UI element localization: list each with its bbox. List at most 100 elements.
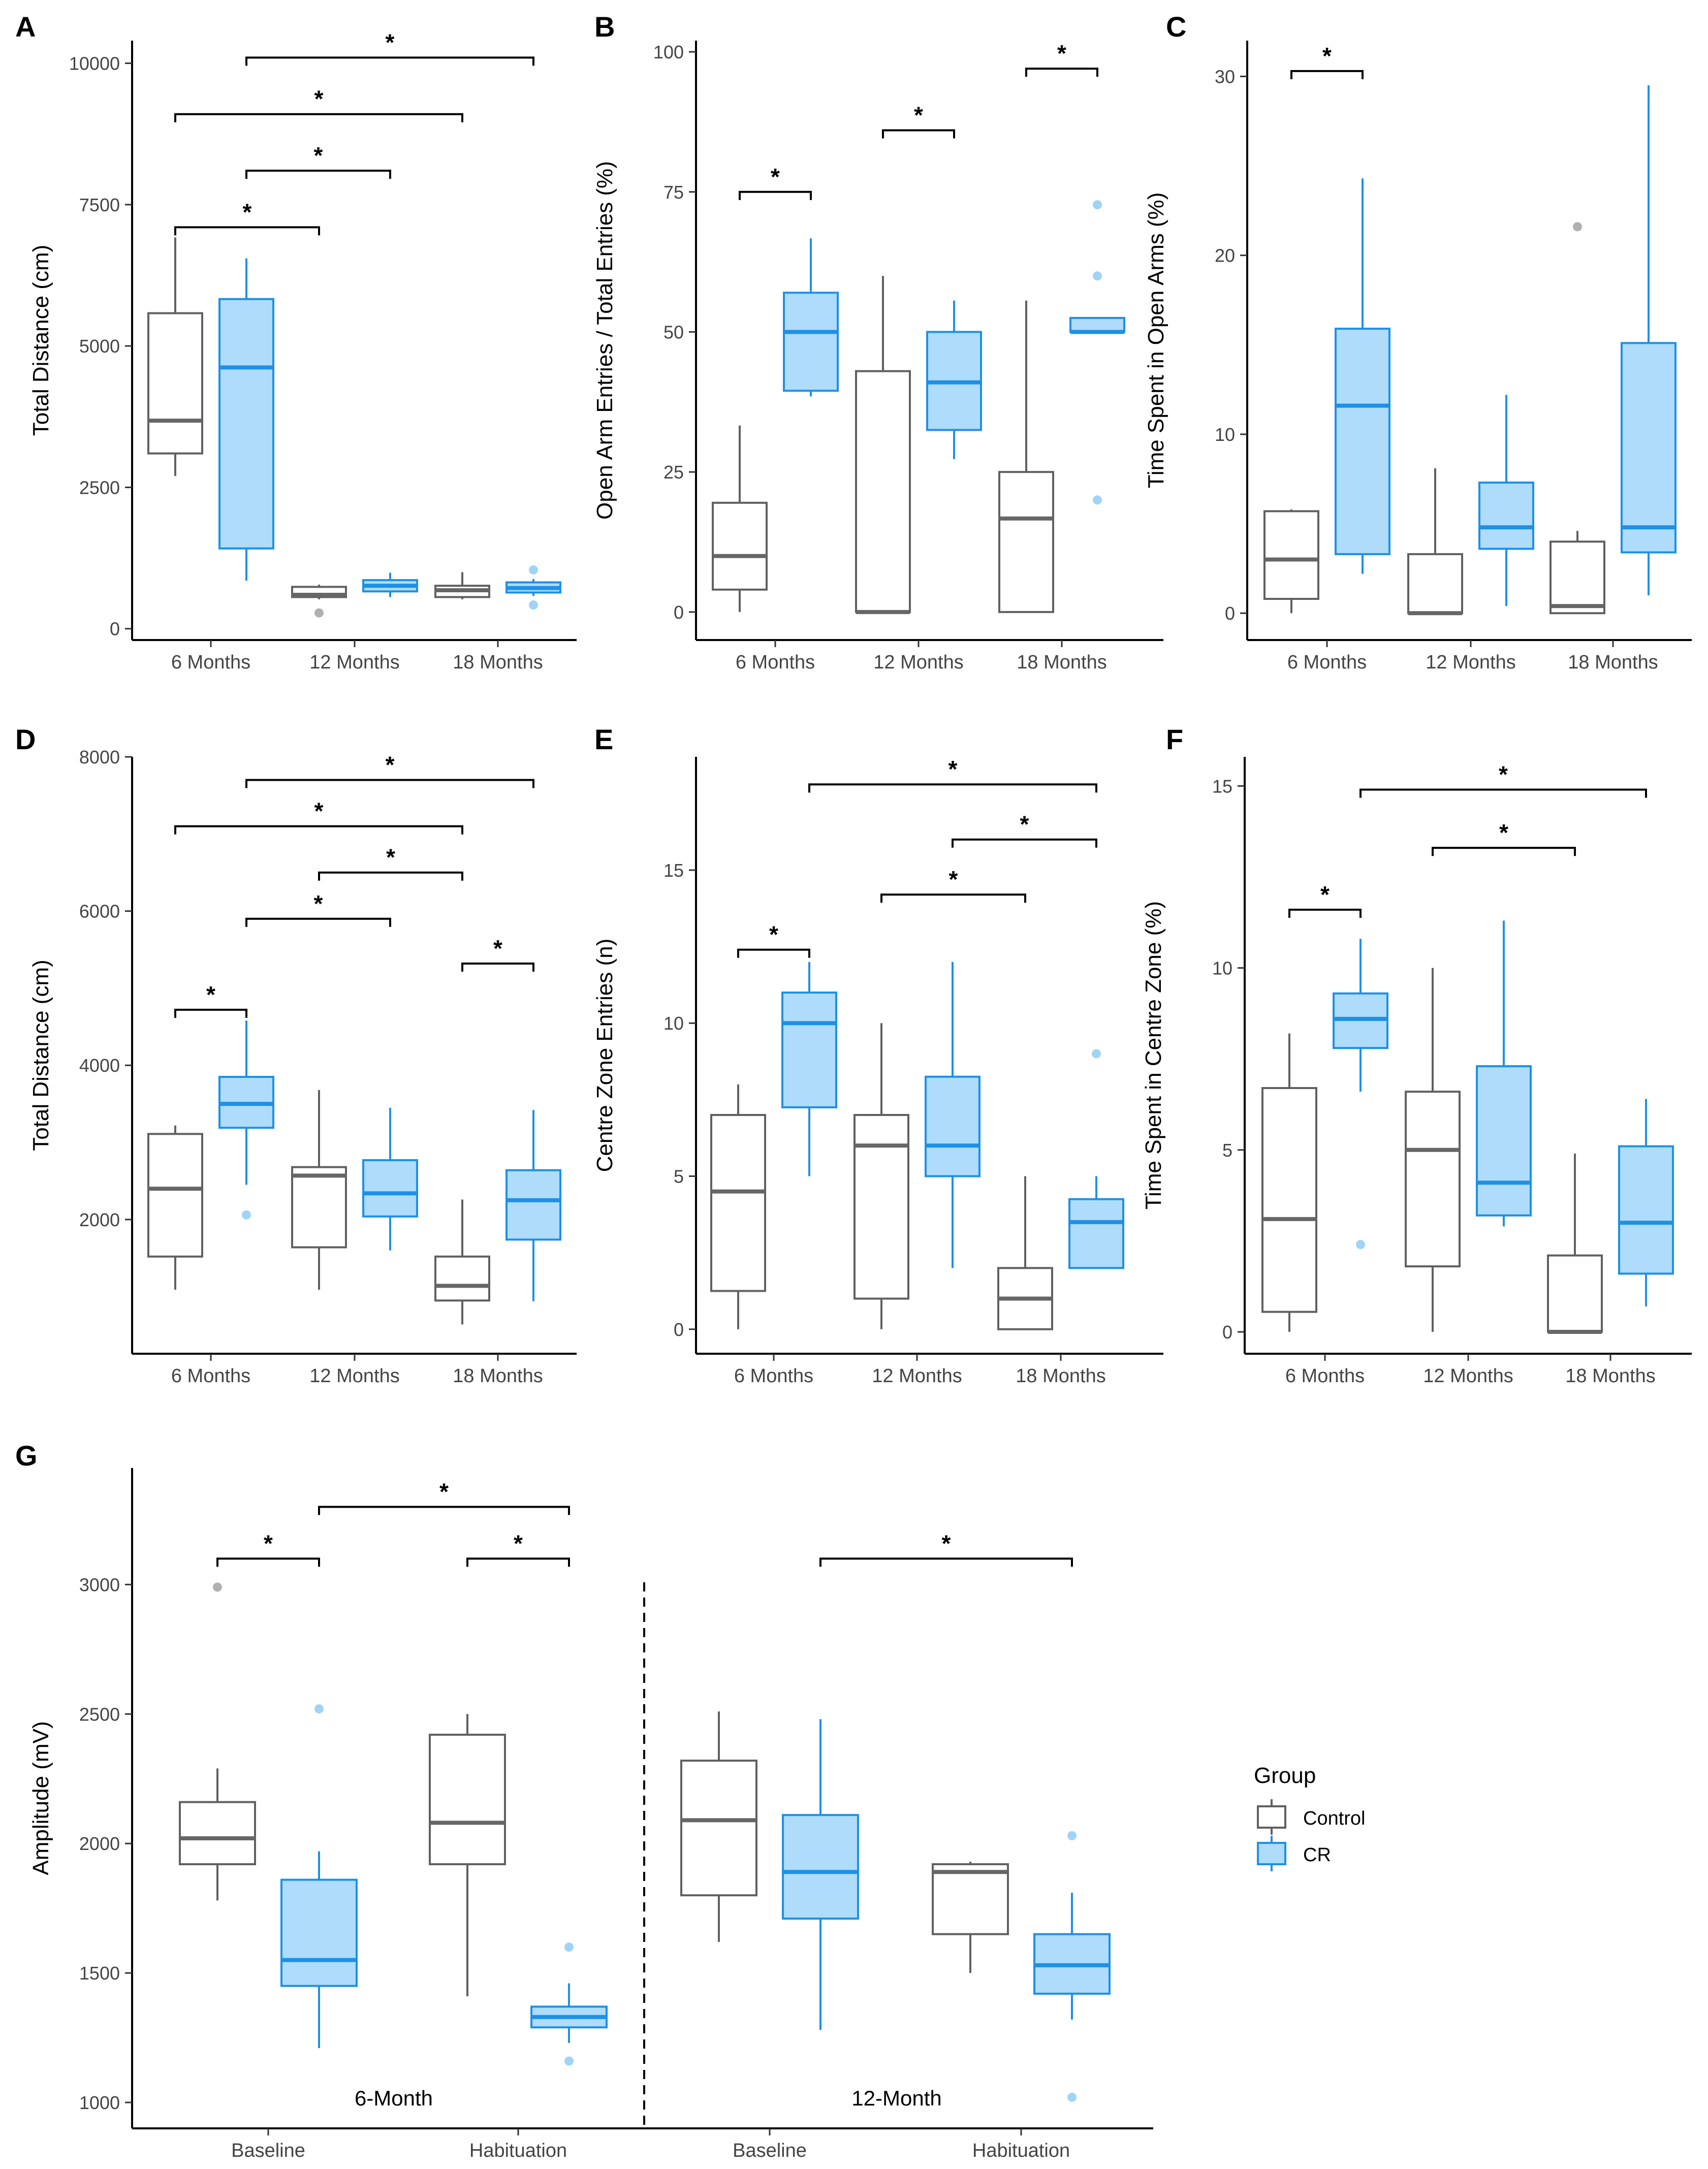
significance-bracket: * <box>318 844 463 881</box>
box-control <box>1549 222 1605 615</box>
box-iqr <box>680 1760 757 1897</box>
y-axis-title: Time Spent in Centre Zone (%) <box>1141 901 1166 1209</box>
box-control <box>1407 468 1463 616</box>
x-tick-label: 6 Months <box>734 1365 813 1387</box>
bracket-line <box>882 129 955 139</box>
x-tick-label: 12 Months <box>1423 1365 1513 1387</box>
x-tick-label: 18 Months <box>453 652 543 673</box>
box-control <box>853 1023 909 1329</box>
x-tick-label: 18 Months <box>1017 652 1106 673</box>
significance-star: * <box>1499 819 1508 846</box>
significance-bracket: * <box>245 890 391 927</box>
y-tick-label: 10000 <box>69 53 120 74</box>
bracket-line <box>1359 788 1647 798</box>
significance-star: * <box>314 142 323 169</box>
bracket-line <box>1432 847 1576 856</box>
y-tick-label: 50 <box>663 322 684 342</box>
box-control <box>998 300 1054 613</box>
significance-star: * <box>386 844 395 871</box>
box-cr <box>1618 1099 1674 1306</box>
box-iqr <box>925 1075 980 1177</box>
box-cr <box>505 565 561 610</box>
y-tick-label: 30 <box>1215 66 1235 87</box>
box-iqr <box>1068 1198 1124 1269</box>
significance-bracket: * <box>1288 881 1362 918</box>
significance-star: * <box>243 199 252 225</box>
panel-f: F 0 5 10 15 Time Spent in Centre Zone (%) 6 Mo… <box>1141 723 1692 1387</box>
bracket-line <box>819 1557 1073 1567</box>
y-tick-label: 4000 <box>79 1055 120 1076</box>
significance-bracket: * <box>174 981 247 1018</box>
box-cr <box>280 1704 358 2048</box>
box-iqr <box>782 1814 859 1920</box>
panel-a: A 0 2500 5000 7500 10000 Total Distance (cm) 6 … <box>15 11 577 673</box>
panel-label: F <box>1166 723 1183 755</box>
box-cr <box>530 1942 608 2066</box>
outlier-point <box>564 1942 574 1952</box>
bracket-line <box>1025 68 1098 77</box>
y-axis-title: Open Arm Entries / Total Entries (%) <box>592 161 617 520</box>
significance-star: * <box>314 86 324 112</box>
box-cr <box>1476 920 1532 1227</box>
box-cr <box>783 238 839 397</box>
y-tick-label: 0 <box>1222 1322 1232 1343</box>
y-axis-title: Total Distance (cm) <box>28 960 53 1151</box>
significance-bracket: * <box>737 921 810 958</box>
bracket-line <box>461 962 534 972</box>
significance-star: * <box>264 1530 273 1556</box>
y-tick-label: 2000 <box>79 1209 120 1230</box>
box-control <box>434 1199 490 1325</box>
outlier-point <box>1093 495 1102 505</box>
y-tick-label: 15 <box>1212 776 1232 796</box>
box-iqr <box>1335 328 1390 555</box>
box-cr <box>1068 1049 1124 1269</box>
panel-c: C 0 10 20 30 Time Spent in Open Arms (%) 6 Mon… <box>1144 11 1692 673</box>
box-iqr <box>362 1159 418 1218</box>
y-axis-title: Time Spent in Open Arms (%) <box>1144 193 1168 489</box>
bracket-line <box>174 226 320 236</box>
box-control <box>291 584 347 618</box>
box-cr <box>1621 85 1677 595</box>
x-tick-label: 18 Months <box>453 1365 543 1387</box>
significance-star: * <box>949 866 958 892</box>
x-tick-label: 6 Months <box>171 1365 250 1387</box>
box-control <box>1405 968 1461 1332</box>
box-iqr <box>1618 1145 1674 1275</box>
box-iqr <box>218 298 274 550</box>
significance-star: * <box>1499 761 1508 787</box>
significance-bracket: * <box>1025 40 1098 77</box>
significance-bracket: * <box>245 29 534 66</box>
panel-d: D 2000 4000 6000 8000 Total Distance (cm) 6 Mo… <box>15 723 577 1387</box>
y-tick-label: 10 <box>663 1013 684 1034</box>
y-tick-label: 1000 <box>79 2092 120 2113</box>
box-iqr <box>1478 482 1534 550</box>
significance-star: * <box>769 921 778 948</box>
x-tick-label: Baseline <box>231 2140 305 2161</box>
box-cr <box>218 1020 274 1220</box>
box-cr <box>1478 395 1534 607</box>
box-cr <box>362 572 418 597</box>
bracket-line <box>808 783 1097 793</box>
significance-bracket: * <box>174 86 463 122</box>
box-iqr <box>783 292 839 392</box>
box-control <box>855 276 911 614</box>
significance-star: * <box>439 1478 449 1505</box>
box-iqr <box>280 1878 358 1987</box>
bracket-line <box>1290 70 1364 79</box>
significance-star: * <box>948 756 958 782</box>
panel-label: B <box>594 11 615 43</box>
significance-star: * <box>386 29 395 55</box>
legend-item-cr: CR <box>1257 1836 1331 1871</box>
box-cr <box>1333 939 1388 1250</box>
box-iqr <box>853 1114 909 1300</box>
outlier-point <box>314 1704 324 1714</box>
panel-label: D <box>15 723 36 755</box>
outlier-point <box>1093 271 1102 281</box>
y-axis-title: Centre Zone Entries (n) <box>592 939 617 1172</box>
x-tick-label: 12 Months <box>873 652 963 673</box>
significance-bracket: * <box>880 866 1026 903</box>
box-iqr <box>710 1114 766 1292</box>
box-cr <box>926 300 982 459</box>
significance-star: * <box>314 890 323 917</box>
x-tick-label: 12 Months <box>309 1365 399 1387</box>
